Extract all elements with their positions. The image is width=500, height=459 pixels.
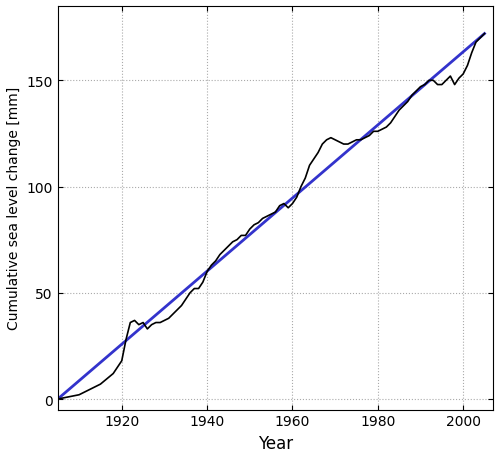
Y-axis label: Cumulative sea level change [mm]: Cumulative sea level change [mm] [7, 87, 21, 330]
X-axis label: Year: Year [258, 434, 293, 452]
